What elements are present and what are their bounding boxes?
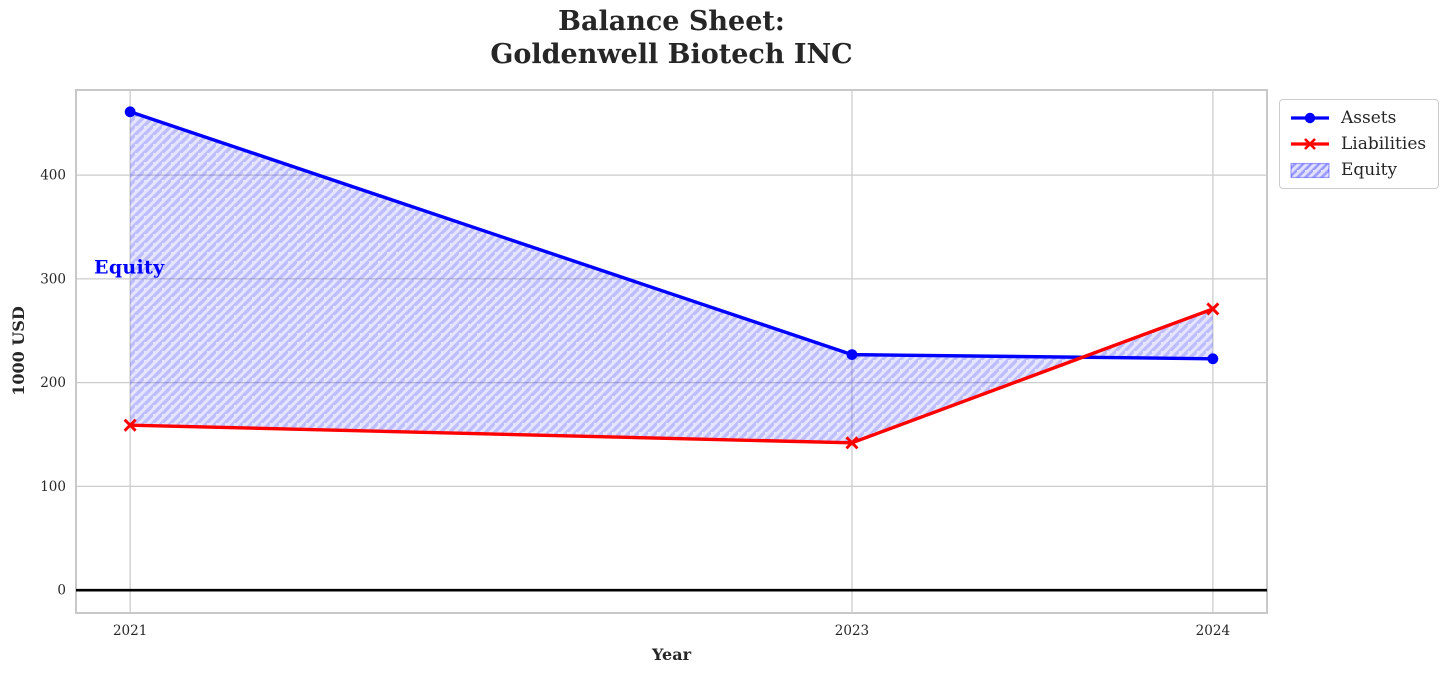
x-tick-label: 2021	[113, 623, 147, 639]
chart-title: Balance Sheet: Goldenwell Biotech INC	[76, 5, 1267, 71]
y-tick-label: 100	[40, 479, 66, 495]
x-tick-label: 2024	[1196, 623, 1230, 639]
chart-title-line2: Goldenwell Biotech INC	[490, 39, 853, 70]
y-tick-label: 0	[57, 583, 66, 599]
legend-label-equity: Equity	[1341, 160, 1398, 180]
legend-item-liabilities: Liabilities	[1289, 134, 1426, 154]
legend: Assets Liabilities Equity	[1279, 99, 1440, 189]
y-tick-label: 200	[40, 375, 66, 391]
assets-point	[124, 106, 136, 118]
y-axis-label: 1000 USD	[9, 306, 28, 396]
legend-item-equity: Equity	[1289, 160, 1426, 180]
y-tick-label: 400	[40, 168, 66, 184]
legend-label-liabilities: Liabilities	[1341, 134, 1427, 154]
assets-line-swatch	[1291, 112, 1329, 124]
y-tick-label: 300	[40, 271, 66, 287]
equity-annotation: Equity	[94, 257, 165, 280]
liabilities-point	[845, 436, 859, 450]
equity-patch-swatch	[1290, 162, 1330, 178]
legend-item-assets: Assets	[1289, 108, 1426, 128]
liabilities-point	[1206, 302, 1220, 316]
liabilities-point	[123, 418, 137, 432]
liabilities-line-swatch	[1291, 138, 1329, 150]
assets-point	[846, 349, 858, 361]
x-tick-label: 2023	[835, 623, 869, 639]
x-axis-label: Year	[651, 645, 691, 664]
legend-label-assets: Assets	[1341, 108, 1397, 128]
plot-border	[75, 89, 1268, 614]
assets-point	[1207, 353, 1219, 365]
chart-title-line1: Balance Sheet:	[558, 6, 785, 37]
equity-fill	[130, 111, 1213, 443]
